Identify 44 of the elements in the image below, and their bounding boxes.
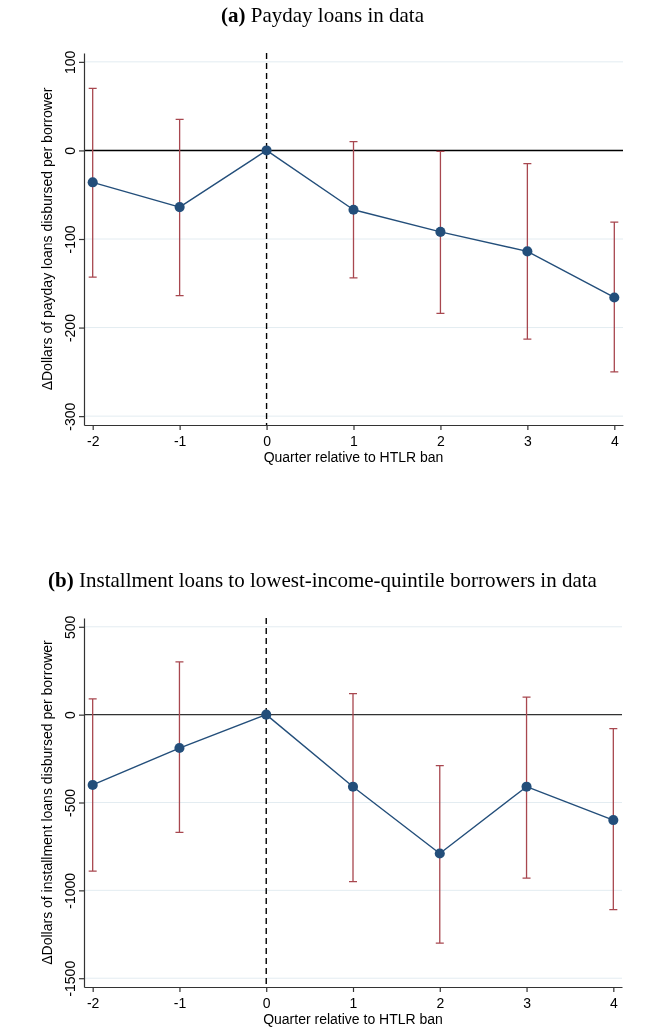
point bbox=[608, 815, 619, 826]
y-axis-title: ΔDollars of payday loans disbursed per borrower bbox=[39, 87, 55, 391]
y-tick-label: 500 bbox=[62, 615, 78, 639]
x-tick-label: 4 bbox=[610, 433, 619, 450]
point bbox=[174, 742, 185, 754]
x-tick-label: -2 bbox=[86, 995, 100, 1012]
point bbox=[521, 781, 532, 792]
point bbox=[609, 292, 620, 303]
x-tick-label: 2 bbox=[436, 995, 445, 1012]
x-tick-label: 1 bbox=[349, 995, 358, 1012]
chart-title: (a) Payday loans in data bbox=[221, 3, 425, 27]
x-tick-label: 3 bbox=[523, 433, 532, 450]
point bbox=[348, 204, 359, 215]
x-tick-label: 1 bbox=[350, 433, 359, 450]
x-tick-label: 4 bbox=[609, 995, 618, 1012]
point bbox=[522, 246, 533, 257]
y-tick-label: -1500 bbox=[62, 960, 78, 997]
point bbox=[435, 226, 446, 237]
point bbox=[261, 709, 272, 720]
point bbox=[261, 145, 272, 156]
x-tick-label: 2 bbox=[437, 433, 446, 450]
x-tick-label: 0 bbox=[262, 995, 271, 1012]
y-tick-label: 0 bbox=[62, 711, 78, 720]
point bbox=[87, 779, 98, 790]
y-tick-label: -100 bbox=[62, 225, 78, 254]
x-tick-label: -1 bbox=[173, 433, 187, 450]
x-axis-title: Quarter relative to HTLR ban bbox=[263, 449, 444, 465]
x-tick-label: 3 bbox=[523, 995, 532, 1012]
point bbox=[174, 202, 185, 213]
y-tick-label: -200 bbox=[62, 313, 78, 343]
point bbox=[434, 848, 445, 859]
y-tick-label: 0 bbox=[62, 146, 78, 155]
point bbox=[87, 177, 98, 188]
chart-title: (b) Installment loans to lowest-income-quintile borrowers in data bbox=[48, 568, 598, 592]
y-tick-label: -300 bbox=[62, 402, 78, 431]
x-tick-label: 0 bbox=[263, 433, 272, 450]
y-tick-label: -1000 bbox=[62, 872, 78, 909]
x-axis-title: Quarter relative to HTLR ban bbox=[263, 1011, 443, 1027]
y-axis-title: ΔDollars of installment loans disbursed per borrower bbox=[39, 639, 55, 965]
x-tick-label: -1 bbox=[173, 995, 187, 1012]
y-tick-label: -500 bbox=[62, 788, 78, 818]
y-tick-label: 100 bbox=[62, 50, 78, 75]
point bbox=[347, 781, 359, 792]
x-tick-label: -2 bbox=[86, 433, 100, 450]
